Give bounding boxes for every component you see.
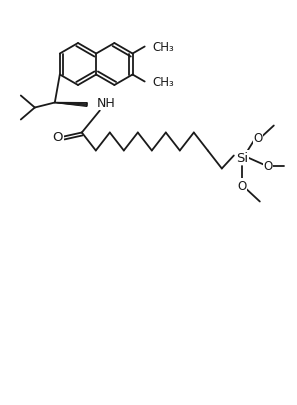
Text: CH₃: CH₃	[153, 41, 174, 54]
Text: NH: NH	[97, 97, 116, 110]
Text: O: O	[263, 160, 272, 173]
Text: O: O	[237, 179, 247, 192]
Text: O: O	[253, 132, 263, 145]
Text: O: O	[53, 131, 63, 144]
Text: Si: Si	[236, 151, 248, 164]
Text: CH₃: CH₃	[153, 76, 174, 89]
